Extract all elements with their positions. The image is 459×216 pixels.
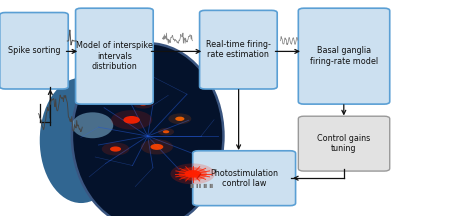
FancyBboxPatch shape [0, 13, 68, 89]
Circle shape [101, 143, 129, 156]
Circle shape [123, 116, 140, 124]
Circle shape [139, 102, 147, 106]
Text: Model of interspike
intervals
distribution: Model of interspike intervals distributi… [76, 41, 152, 71]
Circle shape [168, 113, 191, 124]
Text: Spike sorting: Spike sorting [8, 46, 60, 55]
Circle shape [175, 117, 184, 121]
Circle shape [178, 167, 207, 181]
Text: ▐▌▐ ▌▐▌▐▌: ▐▌▐ ▌▐▌▐▌ [189, 184, 214, 188]
Text: Basal ganglia
firing-rate model: Basal ganglia firing-rate model [309, 46, 377, 66]
Text: Real-time firing-
rate estimation: Real-time firing- rate estimation [206, 40, 270, 59]
FancyBboxPatch shape [75, 8, 153, 104]
FancyBboxPatch shape [199, 10, 277, 89]
Text: Photostimulation
control law: Photostimulation control law [210, 168, 278, 188]
Circle shape [111, 110, 152, 130]
Circle shape [110, 146, 121, 152]
FancyBboxPatch shape [192, 151, 295, 206]
Text: Control gains
tuning: Control gains tuning [317, 134, 370, 153]
FancyBboxPatch shape [298, 116, 389, 171]
Ellipse shape [39, 78, 122, 203]
Circle shape [140, 139, 173, 154]
Circle shape [158, 128, 174, 136]
FancyBboxPatch shape [298, 8, 389, 104]
Circle shape [170, 164, 214, 184]
Ellipse shape [72, 43, 223, 216]
Circle shape [150, 144, 163, 150]
Circle shape [133, 99, 153, 108]
Ellipse shape [72, 112, 113, 138]
Circle shape [184, 170, 200, 178]
Circle shape [162, 130, 169, 133]
